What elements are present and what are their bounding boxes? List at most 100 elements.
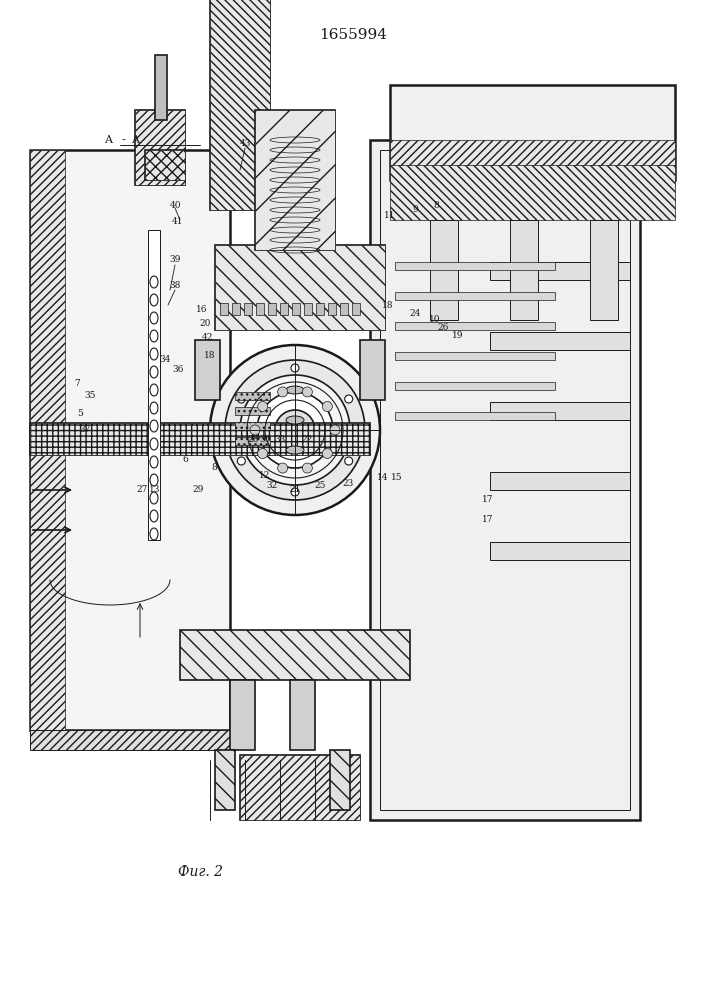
Ellipse shape <box>150 510 158 522</box>
Bar <box>215 245 385 330</box>
Bar <box>232 303 240 315</box>
Bar <box>292 303 300 315</box>
Text: 7: 7 <box>74 378 80 387</box>
Bar <box>30 150 230 730</box>
Circle shape <box>238 395 245 403</box>
Text: 33: 33 <box>274 436 286 444</box>
Text: 16: 16 <box>197 306 208 314</box>
Text: 34: 34 <box>159 356 170 364</box>
Circle shape <box>345 457 353 465</box>
Ellipse shape <box>150 492 158 504</box>
Bar <box>220 303 228 315</box>
Bar <box>395 292 555 300</box>
Text: 6: 6 <box>182 456 188 464</box>
Text: 40: 40 <box>169 200 181 210</box>
Ellipse shape <box>150 438 158 450</box>
Bar <box>148 230 160 540</box>
Text: 42: 42 <box>201 334 213 342</box>
Ellipse shape <box>150 348 158 360</box>
Bar <box>370 140 640 820</box>
Circle shape <box>330 425 340 435</box>
Bar <box>235 437 270 445</box>
Bar <box>510 220 538 320</box>
Bar <box>280 303 288 315</box>
Bar <box>316 303 324 315</box>
Ellipse shape <box>286 446 304 454</box>
Text: 1655994: 1655994 <box>319 28 387 42</box>
Bar <box>395 412 555 420</box>
Bar <box>304 303 312 315</box>
Circle shape <box>278 463 288 473</box>
Bar <box>490 332 630 350</box>
Circle shape <box>210 345 380 515</box>
Bar <box>145 150 185 180</box>
Bar <box>395 262 555 270</box>
Bar <box>395 382 555 390</box>
Circle shape <box>278 387 288 397</box>
Bar <box>430 220 458 320</box>
Bar <box>268 303 276 315</box>
Text: 11: 11 <box>384 211 396 220</box>
Bar <box>290 680 315 750</box>
Ellipse shape <box>150 366 158 378</box>
Bar <box>30 730 230 750</box>
Bar <box>30 150 65 730</box>
Text: 5: 5 <box>77 408 83 418</box>
Bar <box>235 422 270 430</box>
Bar <box>256 303 264 315</box>
Ellipse shape <box>150 312 158 324</box>
Bar <box>395 322 555 330</box>
Bar <box>30 423 370 455</box>
Text: 20: 20 <box>199 318 211 328</box>
Bar <box>380 150 630 810</box>
Text: 18: 18 <box>204 351 216 360</box>
Bar <box>235 407 270 415</box>
Circle shape <box>322 449 332 459</box>
Text: 32: 32 <box>267 481 278 489</box>
Ellipse shape <box>150 384 158 396</box>
Circle shape <box>257 401 268 411</box>
Ellipse shape <box>150 294 158 306</box>
Text: 18: 18 <box>382 300 394 310</box>
Ellipse shape <box>150 330 158 342</box>
Circle shape <box>257 449 268 459</box>
Text: 41: 41 <box>173 218 184 227</box>
Ellipse shape <box>286 416 304 424</box>
Circle shape <box>303 463 312 473</box>
Circle shape <box>250 425 260 435</box>
Bar <box>240 755 360 820</box>
Text: 39: 39 <box>169 255 181 264</box>
Bar <box>255 110 335 250</box>
Bar <box>30 423 370 455</box>
Text: 43: 43 <box>239 138 251 147</box>
Circle shape <box>275 410 315 450</box>
Bar <box>330 750 350 810</box>
Text: 14: 14 <box>378 473 389 482</box>
Bar <box>135 110 185 185</box>
Ellipse shape <box>150 456 158 468</box>
Bar <box>155 55 167 120</box>
Ellipse shape <box>150 420 158 432</box>
Text: 19: 19 <box>452 332 464 340</box>
Bar <box>490 472 630 490</box>
Text: 37: 37 <box>79 426 90 434</box>
Text: 15: 15 <box>391 473 403 482</box>
Bar <box>145 150 185 180</box>
Text: 13: 13 <box>149 486 160 494</box>
Bar <box>210 0 270 210</box>
Bar <box>215 245 385 330</box>
Bar <box>195 340 220 400</box>
Text: 23: 23 <box>342 479 354 488</box>
Text: 8: 8 <box>211 462 217 472</box>
Ellipse shape <box>150 402 158 414</box>
Text: 10: 10 <box>429 316 440 324</box>
Text: 36: 36 <box>173 365 184 374</box>
Text: 22: 22 <box>301 436 312 444</box>
Bar <box>244 303 252 315</box>
Bar <box>490 402 630 420</box>
Circle shape <box>322 401 332 411</box>
Text: 35: 35 <box>84 390 95 399</box>
Ellipse shape <box>150 528 158 540</box>
Bar <box>180 630 410 680</box>
Text: 9: 9 <box>412 206 418 215</box>
